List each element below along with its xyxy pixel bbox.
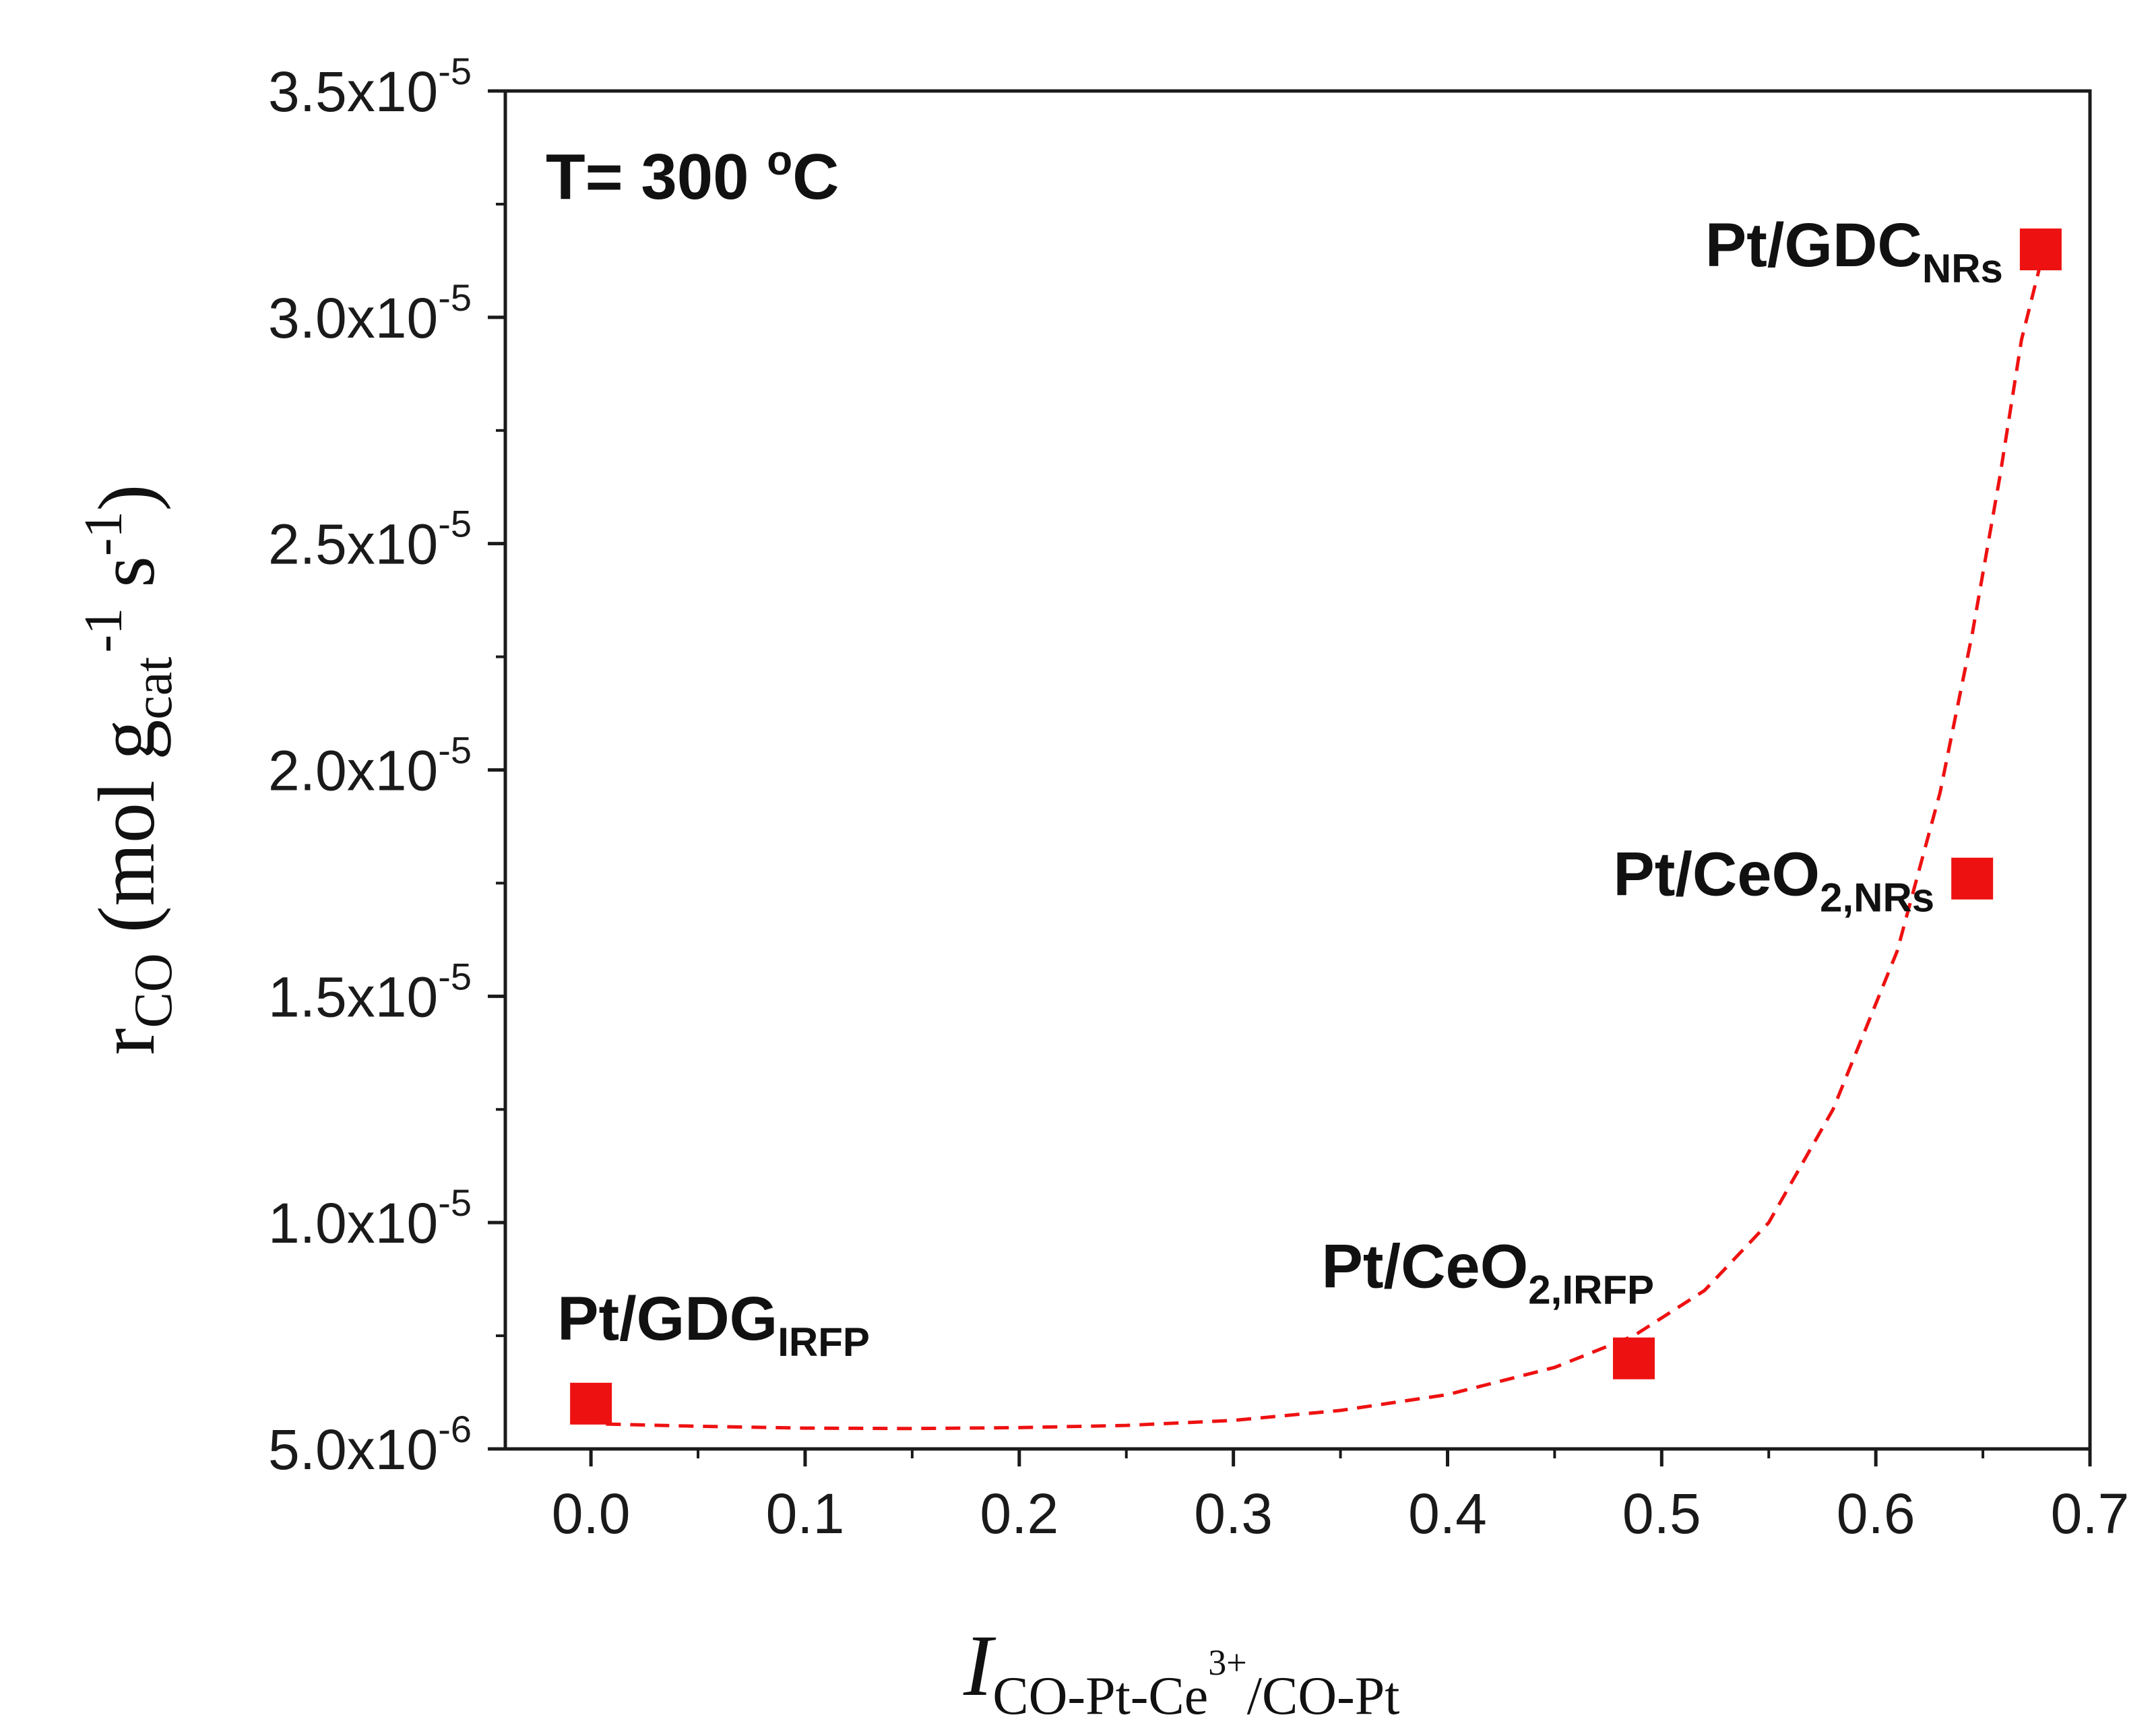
data-point-marker (2019, 228, 2062, 271)
x-tick-label: 0.4 (1408, 1482, 1487, 1545)
data-point-label: Pt/GDCNRs (1705, 211, 2003, 291)
data-point-marker (1613, 1337, 1655, 1380)
y-axis-ticks: 5.0x10-6 1.0x10-5 1.5x10-5 2.0x10-5 2.5x10-5… (268, 50, 505, 1481)
x-tick-label: 0.7 (2051, 1482, 2130, 1545)
y-tick-label: 5.0x10-6 (268, 1408, 472, 1481)
y-tick-label: 3.0x10-5 (268, 276, 472, 350)
data-point-label: Pt/CeO2,IRFP (1322, 1233, 1654, 1313)
y-tick-label: 1.5x10-5 (268, 955, 472, 1028)
x-tick-label: 0.1 (766, 1482, 845, 1545)
y-tick-label: 2.0x10-5 (268, 729, 472, 803)
y-axis-title: rCO (mol gcat-1 s-1) (74, 485, 183, 1055)
plot-frame (503, 89, 2092, 1451)
x-axis-title: ICO-Pt-Ce3+/CO-Pt (963, 1617, 1399, 1726)
x-axis-ticks: 0.0 0.1 0.2 0.3 0.4 0.5 0.6 0.7 (552, 1449, 2130, 1545)
data-point-label: Pt/GDGIRFP (557, 1284, 870, 1365)
fit-curve (606, 262, 2043, 1431)
x-tick-label: 0.6 (1837, 1482, 1915, 1545)
data-point-marker (570, 1382, 612, 1425)
data-points: Pt/GDGIRFP Pt/CeO2,IRFP Pt/CeO2,NRs Pt/GDCN… (557, 211, 2062, 1425)
y-tick-label: 2.5x10-5 (268, 503, 472, 576)
data-point-marker (1951, 857, 1994, 900)
y-tick-label: 3.5x10-5 (268, 50, 472, 123)
x-tick-label: 0.5 (1622, 1482, 1701, 1545)
x-tick-label: 0.3 (1194, 1482, 1273, 1545)
x-tick-label: 0.0 (552, 1482, 631, 1545)
data-point-label: Pt/CeO2,NRs (1613, 840, 1934, 921)
y-tick-label: 1.0x10-5 (268, 1181, 472, 1255)
x-tick-label: 0.2 (980, 1482, 1058, 1545)
temperature-annotation: T= 300 oC (546, 137, 839, 213)
